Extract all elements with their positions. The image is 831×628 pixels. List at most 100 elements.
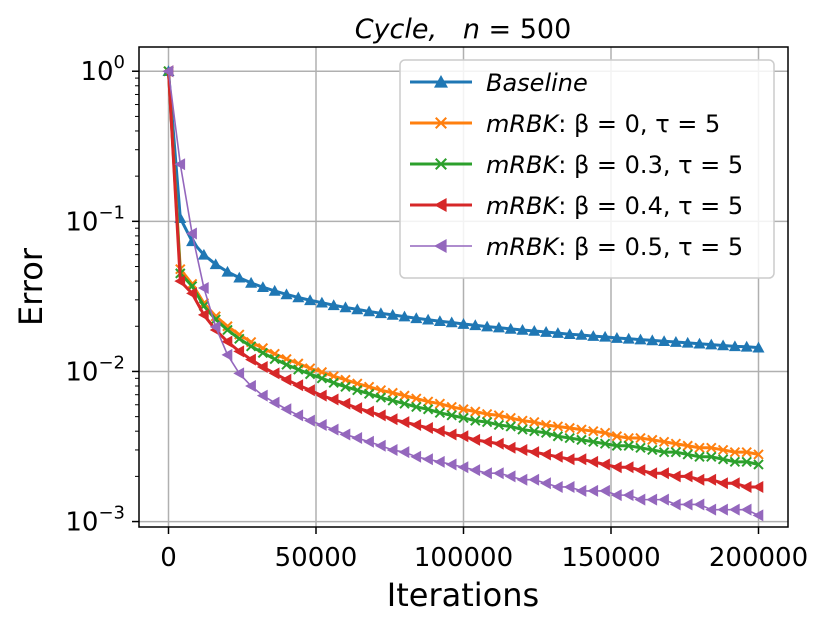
title-text: = 500 <box>480 14 571 45</box>
series-marker <box>398 310 411 322</box>
series-marker <box>387 395 398 406</box>
series-marker <box>599 458 610 471</box>
series-marker <box>540 477 551 490</box>
series-marker <box>576 434 587 446</box>
series-marker <box>315 418 327 431</box>
series-marker <box>221 265 234 277</box>
legend-item: mRBK: β = 0.4, τ = 5 <box>410 192 743 220</box>
legend-item: mRBK: β = 0.3, τ = 5 <box>410 151 743 179</box>
legend-box <box>399 59 775 279</box>
marker-stroke <box>399 390 410 401</box>
series-marker <box>386 443 398 456</box>
x-tick-label: 50000 <box>275 543 358 573</box>
series-marker <box>280 403 292 416</box>
series-marker <box>740 340 753 352</box>
marker-stroke <box>470 415 481 426</box>
series-marker <box>647 444 658 456</box>
series-marker <box>705 338 718 350</box>
marker-stroke <box>517 424 528 435</box>
y-axis-title: Error <box>12 247 50 326</box>
series-marker <box>646 493 658 506</box>
series-marker <box>599 438 611 449</box>
series-marker <box>492 467 504 480</box>
marker-stroke <box>399 398 410 409</box>
marker-stroke <box>564 432 575 444</box>
marker-stroke <box>717 454 729 465</box>
series-marker <box>457 430 469 443</box>
title-text <box>437 14 463 45</box>
marker-stroke <box>694 442 705 454</box>
series-marker <box>635 432 646 444</box>
chart-title: Cycle, n = 500 <box>355 14 572 45</box>
legend-item: mRBK: β = 0.5, τ = 5 <box>410 233 743 261</box>
x-tick-label: 200000 <box>709 543 808 573</box>
series-marker <box>728 503 740 516</box>
series-marker <box>752 341 765 353</box>
series-marker <box>717 477 728 490</box>
series-marker <box>693 473 705 486</box>
series-marker <box>434 407 446 419</box>
series-marker <box>245 341 257 352</box>
series-marker <box>717 339 730 351</box>
marker-stroke <box>552 421 564 432</box>
series-marker <box>705 473 717 486</box>
marker-stroke <box>588 425 599 437</box>
series-marker <box>410 418 422 431</box>
series-marker <box>658 436 670 447</box>
series-marker <box>681 336 694 348</box>
marker-stroke <box>706 451 717 463</box>
plot-series <box>162 65 765 522</box>
series-marker <box>256 281 269 293</box>
series-marker <box>387 387 398 399</box>
series-marker <box>316 373 328 384</box>
series-marker <box>599 330 612 342</box>
marker-stroke <box>611 431 623 442</box>
series-marker <box>529 416 540 428</box>
series-marker <box>434 198 447 212</box>
series-marker <box>257 347 269 359</box>
marker-stroke <box>435 117 447 129</box>
marker-stroke <box>411 401 422 413</box>
series-marker <box>422 313 435 325</box>
marker-stroke <box>670 438 682 449</box>
series-marker <box>197 248 210 260</box>
series-marker <box>622 489 634 502</box>
marker-stroke <box>670 446 682 458</box>
marker-stroke <box>481 408 493 420</box>
marker-stroke <box>741 456 752 468</box>
marker-stroke <box>576 434 587 446</box>
series-marker <box>234 333 245 345</box>
series-marker <box>622 332 635 344</box>
marker-stroke <box>753 449 764 460</box>
y-tick-label: 10−1 <box>65 202 125 237</box>
series-marker <box>339 397 351 410</box>
series-marker <box>197 281 209 294</box>
series-marker <box>741 446 752 458</box>
series-marker <box>245 353 256 366</box>
series-marker <box>233 367 245 380</box>
series-marker <box>339 428 351 441</box>
series-marker <box>327 423 339 436</box>
series-marker <box>658 446 670 458</box>
series-4 <box>162 65 764 522</box>
series-marker <box>222 324 233 336</box>
series-marker <box>481 416 493 428</box>
series-marker <box>528 446 540 459</box>
series-marker <box>694 442 705 454</box>
series-marker <box>588 425 599 437</box>
series-marker <box>575 484 587 497</box>
series-marker <box>516 323 529 335</box>
series-marker <box>540 427 552 439</box>
series-marker <box>209 258 222 270</box>
series-marker <box>587 484 599 497</box>
series-marker <box>233 345 245 358</box>
series-marker <box>752 480 764 493</box>
series-marker <box>717 503 728 516</box>
marker-stroke <box>682 440 693 451</box>
marker-stroke <box>458 404 469 415</box>
series-marker <box>563 453 575 466</box>
series-marker <box>728 340 741 352</box>
series-marker <box>669 498 681 511</box>
series-marker <box>587 330 600 341</box>
